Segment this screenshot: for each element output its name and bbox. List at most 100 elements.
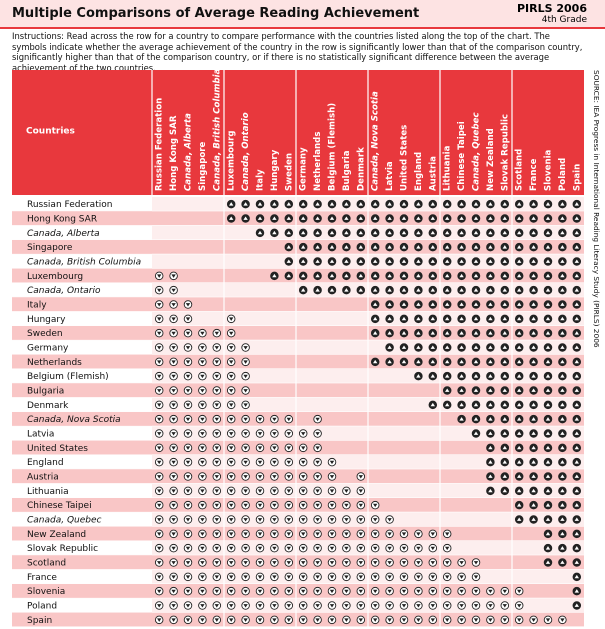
symbol-triangle [387,316,392,321]
lower-symbol [154,486,164,496]
country-name: Lithuania [27,487,69,497]
higher-symbol [572,199,582,209]
symbol-triangle [502,216,507,220]
higher-symbol [486,472,495,481]
symbol-triangle [517,474,522,478]
higher-symbol [543,199,553,209]
lower-symbol [183,300,193,309]
lower-symbol [327,457,337,467]
symbol-triangle [401,216,407,220]
row-name-bg [12,311,152,326]
lower-symbol [183,343,193,352]
lower-symbol [241,515,250,524]
higher-symbol [226,199,236,209]
lower-symbol [298,572,308,582]
symbol-triangle [171,417,176,422]
higher-symbol [471,214,481,223]
higher-symbol [385,257,394,266]
row-name-bg [12,555,152,570]
higher-symbol [572,400,582,410]
symbol-triangle [517,460,522,464]
symbol-triangle [488,230,493,235]
higher-symbol [529,242,538,252]
lower-symbol [154,300,164,309]
symbol-triangle [301,288,306,292]
higher-symbol [486,371,495,381]
symbol-triangle [416,302,421,306]
symbol-triangle [171,546,176,551]
symbol-triangle [329,259,335,263]
symbol-triangle [459,575,464,579]
higher-symbol [226,214,236,223]
country-name: Latvia [27,430,54,440]
symbol-triangle [185,589,191,594]
lower-symbol [399,572,409,582]
higher-symbol [414,328,423,338]
higher-symbol [543,472,553,481]
symbol-triangle [574,259,579,263]
symbol-triangle [517,331,522,335]
symbol-triangle [531,488,536,493]
symbol-triangle [445,374,450,378]
symbol-triangle [488,202,493,206]
lower-symbol [356,500,366,510]
symbol-triangle [243,417,248,422]
symbol-triangle [301,589,306,594]
symbol-triangle [473,388,479,392]
symbol-triangle [401,546,407,551]
higher-symbol [572,214,582,223]
symbol-triangle [185,374,191,379]
symbol-triangle [531,517,536,521]
symbol-triangle [157,475,162,479]
symbol-triangle [488,331,493,335]
lower-symbol [284,558,294,567]
symbol-triangle [459,359,464,364]
lower-symbol [212,328,222,338]
symbol-triangle [517,230,522,235]
symbol-triangle [531,402,536,407]
row-bg [12,297,584,312]
symbol-triangle [243,403,248,407]
lower-symbol [298,429,308,438]
symbol-triangle [430,302,435,306]
lower-symbol [226,500,236,510]
symbol-triangle [517,431,522,435]
symbol-triangle [301,273,306,278]
symbol-triangle [517,402,522,407]
symbol-triangle [459,302,464,306]
symbol-triangle [401,202,407,206]
symbol-triangle [545,445,551,450]
symbol-triangle [531,388,536,392]
symbol-triangle [200,618,205,622]
lower-symbol [169,314,178,324]
higher-symbol [471,271,481,281]
higher-symbol [500,242,510,252]
higher-symbol [471,414,481,424]
lower-symbol [154,500,164,510]
lower-symbol [284,472,294,481]
higher-symbol [500,343,510,352]
symbol-triangle [445,575,450,579]
symbol-triangle [214,417,219,422]
lower-symbol [154,558,164,567]
column-label: Canada, Ontario [241,112,251,191]
lower-symbol [226,328,236,338]
symbol-triangle [531,474,536,478]
lower-symbol [226,357,236,367]
country-name: Denmark [27,401,69,411]
symbol-triangle [329,216,335,220]
symbol-triangle [502,245,507,249]
symbol-triangle [243,518,248,522]
symbol-triangle [344,532,349,536]
higher-symbol [457,300,466,309]
symbol-triangle [502,316,507,321]
higher-symbol [270,271,279,281]
higher-symbol [428,271,438,281]
lower-symbol [255,529,265,539]
symbol-triangle [560,460,565,464]
lower-symbol [500,601,510,610]
symbol-triangle [545,216,551,220]
symbol-triangle [416,359,421,364]
symbol-triangle [545,546,551,550]
